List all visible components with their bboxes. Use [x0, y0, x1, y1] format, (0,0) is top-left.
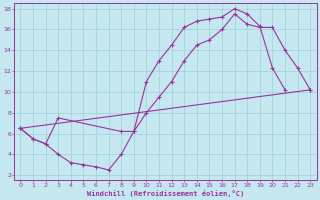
X-axis label: Windchill (Refroidissement éolien,°C): Windchill (Refroidissement éolien,°C)	[87, 190, 244, 197]
